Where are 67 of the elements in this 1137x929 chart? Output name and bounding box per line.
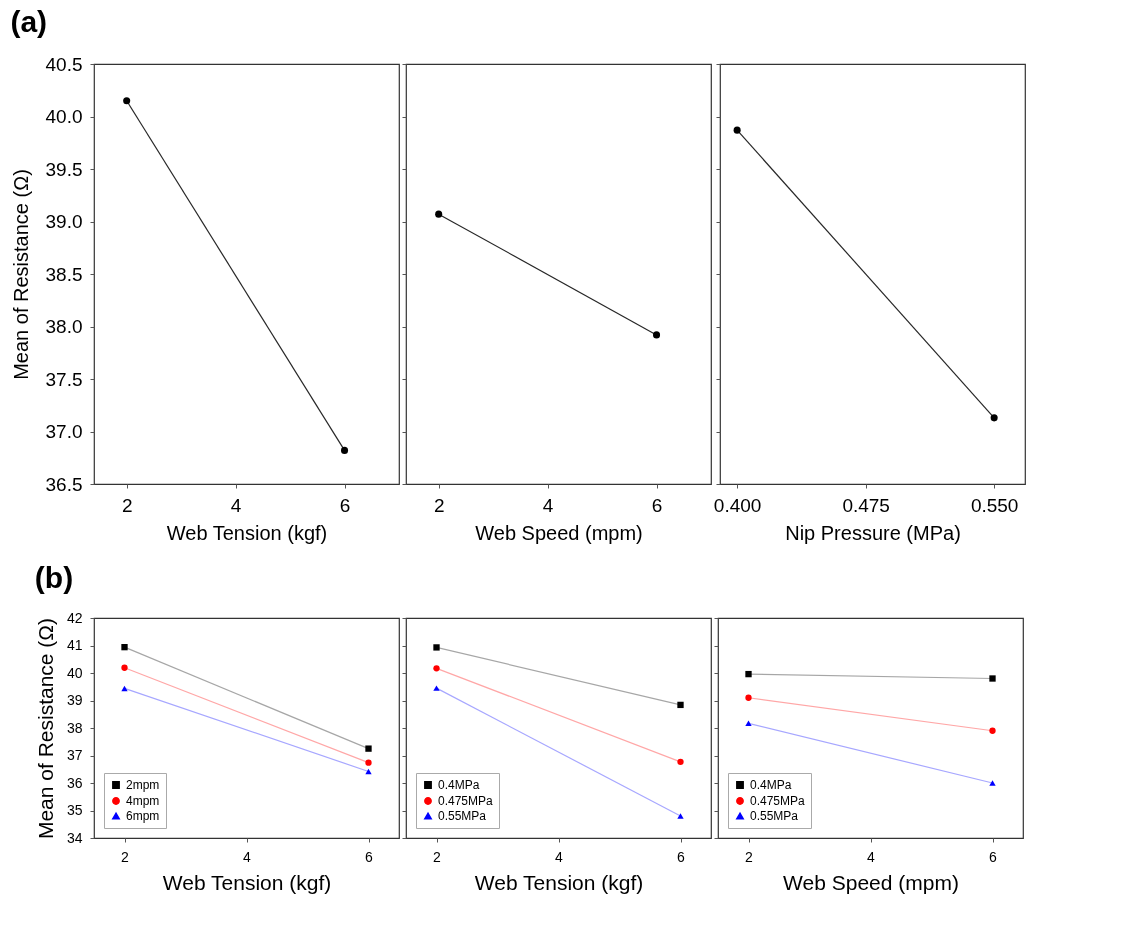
point <box>677 701 684 709</box>
x-axis-title: Nip Pressure (MPa) <box>785 521 961 544</box>
point <box>433 665 440 672</box>
y-tick-label: 38 <box>66 719 83 736</box>
y-tick-label: 40 <box>66 664 83 681</box>
x-axis-title: Web Speed (mpm) <box>475 521 643 544</box>
x-tick-label: 6 <box>339 494 351 516</box>
y-axis-title: Mean of Resistance (Ω) <box>9 169 32 380</box>
x-tick-label: 4 <box>230 494 242 516</box>
legend-label: 2mpm <box>126 778 160 792</box>
x-axis-title: Web Tension (kgf) <box>166 521 328 544</box>
legend-label: 0.55MPa <box>438 809 487 823</box>
legend-label: 0.475MPa <box>438 794 494 808</box>
y-tick-label: 42 <box>66 609 83 626</box>
y-tick-label: 39.5 <box>45 158 83 180</box>
x-tick-label: 2 <box>433 848 442 865</box>
y-tick-label: 34 <box>66 829 83 846</box>
point <box>433 644 440 651</box>
legend-label: 0.475MPa <box>750 794 806 808</box>
legend-label: 0.55MPa <box>750 809 799 823</box>
x-tick-label: 2 <box>121 848 130 865</box>
legend-label: 4mpm <box>126 794 160 808</box>
legend-label: 6mpm <box>126 809 160 823</box>
legend-label: 0.4MPa <box>438 778 480 792</box>
y-tick-label: 39 <box>66 692 83 708</box>
x-tick-label: 2 <box>121 494 133 516</box>
x-axis-title: Web Tension (kgf) <box>474 870 644 894</box>
x-tick-label: 2 <box>433 494 445 516</box>
y-tick-label: 40.5 <box>45 53 83 75</box>
y-tick-label: 41 <box>66 637 83 653</box>
x-tick-label: 6 <box>989 848 998 865</box>
y-tick-label: 37.5 <box>45 368 83 390</box>
x-tick-label: 0.475 <box>842 494 890 516</box>
point <box>989 727 996 734</box>
y-tick-label: 39.0 <box>45 211 83 232</box>
point <box>745 670 752 678</box>
chart-title: (a) <box>10 5 48 39</box>
x-tick-label: 4 <box>243 848 252 865</box>
chart-title: (b) <box>34 561 74 595</box>
x-tick-label: 2 <box>745 848 754 865</box>
y-tick-label: 36.5 <box>45 473 83 495</box>
y-tick-label: 38.0 <box>45 316 83 337</box>
y-tick-label: 37.0 <box>45 421 83 442</box>
point <box>677 758 684 765</box>
y-tick-label: 38.5 <box>45 263 83 285</box>
x-tick-label: 6 <box>651 494 663 516</box>
legend-label: 0.4MPa <box>750 778 792 792</box>
point <box>745 694 752 701</box>
y-axis-title: Mean of Resistance (Ω) <box>33 617 57 840</box>
point <box>121 643 128 651</box>
point <box>365 745 372 752</box>
point <box>121 664 128 671</box>
x-tick-label: 4 <box>867 848 876 865</box>
x-tick-label: 0.400 <box>713 494 762 516</box>
x-axis-title: Web Tension (kgf) <box>162 870 332 894</box>
y-tick-label: 35 <box>66 802 83 818</box>
x-axis-title: Web Speed (mpm) <box>783 870 959 894</box>
y-tick-label: 36 <box>66 774 83 791</box>
x-tick-label: 6 <box>677 848 686 865</box>
point <box>989 675 996 682</box>
y-tick-label: 40.0 <box>45 106 83 127</box>
y-tick-label: 37 <box>66 747 83 763</box>
x-tick-label: 6 <box>365 848 374 865</box>
x-tick-label: 0.550 <box>970 494 1019 516</box>
x-tick-label: 4 <box>555 848 564 865</box>
point <box>365 759 372 766</box>
x-tick-label: 4 <box>542 494 554 516</box>
